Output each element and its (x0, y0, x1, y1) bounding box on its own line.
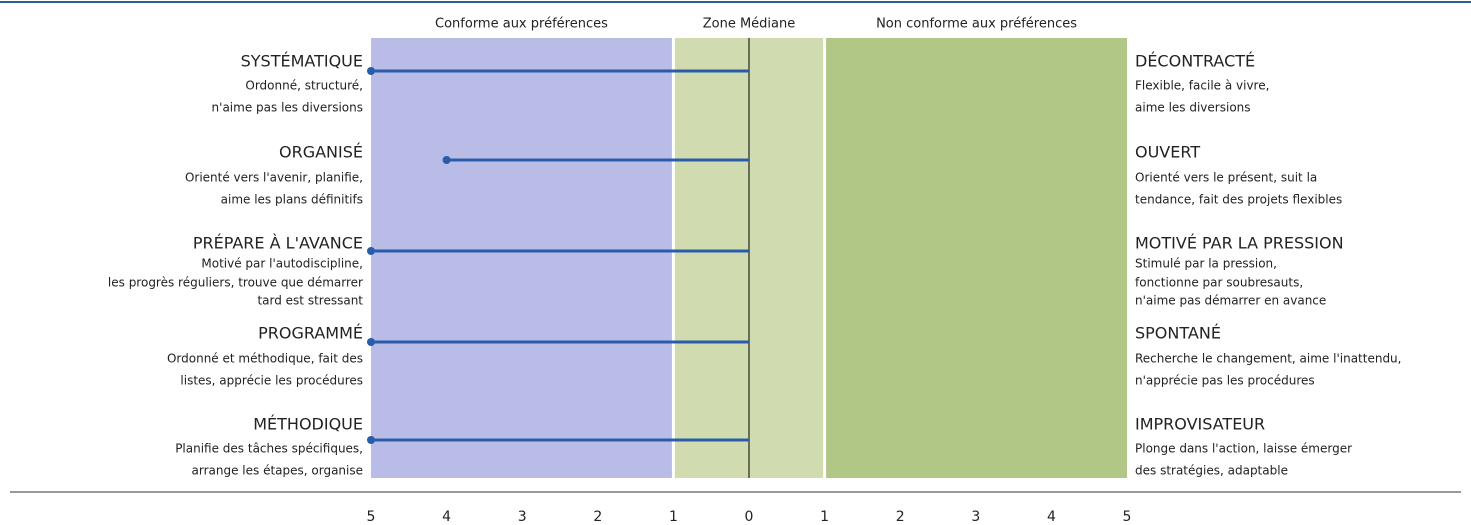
bar-end (367, 247, 375, 255)
left-pole: SYSTÉMATIQUE (241, 52, 363, 71)
right-desc: des stratégies, adaptable (1135, 464, 1288, 478)
x-tick-label: 5 (367, 509, 376, 525)
x-tick-label: 1 (669, 509, 678, 525)
right-desc: tendance, fait des projets flexibles (1135, 193, 1342, 207)
bar-end (367, 67, 375, 75)
right-desc: Flexible, facile à vivre, (1135, 79, 1269, 93)
left-desc: tard est stressant (257, 294, 363, 308)
right-desc: Recherche le changement, aime l'inattend… (1135, 352, 1401, 366)
x-tick-label: 5 (1123, 509, 1132, 525)
x-tick-label: 0 (745, 509, 754, 525)
right-pole: IMPROVISATEUR (1135, 415, 1265, 434)
left-desc: les progrès réguliers, trouve que démarr… (108, 276, 363, 290)
x-tick-label: 2 (593, 509, 602, 525)
left-desc: listes, apprécie les procédures (180, 374, 363, 388)
left-pole: ORGANISÉ (279, 143, 363, 162)
zone-label: Zone Médiane (703, 17, 796, 32)
zone (371, 38, 672, 478)
x-tick-label: 4 (1047, 509, 1056, 525)
x-tick-label: 1 (820, 509, 829, 525)
bar-end (367, 436, 375, 444)
left-pole: MÉTHODIQUE (253, 415, 363, 434)
zone (826, 38, 1127, 478)
x-tick-label: 3 (518, 509, 527, 525)
left-desc: Ordonné et méthodique, fait des (167, 352, 363, 366)
right-pole: OUVERT (1135, 143, 1200, 162)
right-desc: n'aime pas démarrer en avance (1135, 294, 1326, 308)
right-desc: n'apprécie pas les procédures (1135, 374, 1315, 388)
left-desc: Planifie des tâches spécifiques, (175, 442, 363, 456)
right-desc: Orienté vers le présent, suit la (1135, 171, 1317, 185)
right-desc: Stimulé par la pression, (1135, 257, 1277, 271)
right-pole: MOTIVÉ PAR LA PRESSION (1135, 234, 1344, 253)
left-desc: aime les plans définitifs (221, 193, 363, 207)
left-desc: arrange les étapes, organise (192, 464, 364, 478)
x-tick-label: 3 (971, 509, 980, 525)
right-pole: DÉCONTRACTÉ (1135, 52, 1255, 71)
left-desc: Motivé par l'autodiscipline, (201, 257, 363, 271)
x-tick-label: 2 (896, 509, 905, 525)
x-tick-label: 4 (442, 509, 451, 525)
zone-label: Conforme aux préférences (435, 17, 608, 32)
left-desc: n'aime pas les diversions (212, 101, 363, 115)
zone-label: Non conforme aux préférences (876, 17, 1077, 32)
right-desc: fonctionne par soubresauts, (1135, 276, 1303, 290)
left-pole: PROGRAMMÉ (258, 324, 363, 343)
right-desc: Plonge dans l'action, laisse émerger (1135, 442, 1352, 456)
left-desc: Orienté vers l'avenir, planifie, (185, 171, 363, 185)
left-desc: Ordonné, structuré, (245, 79, 363, 93)
bar-end (367, 338, 375, 346)
bar-end (442, 156, 451, 164)
right-desc: aime les diversions (1135, 101, 1251, 115)
right-pole: SPONTANÉ (1135, 324, 1221, 343)
left-pole: PRÉPARE À L'AVANCE (193, 234, 363, 253)
